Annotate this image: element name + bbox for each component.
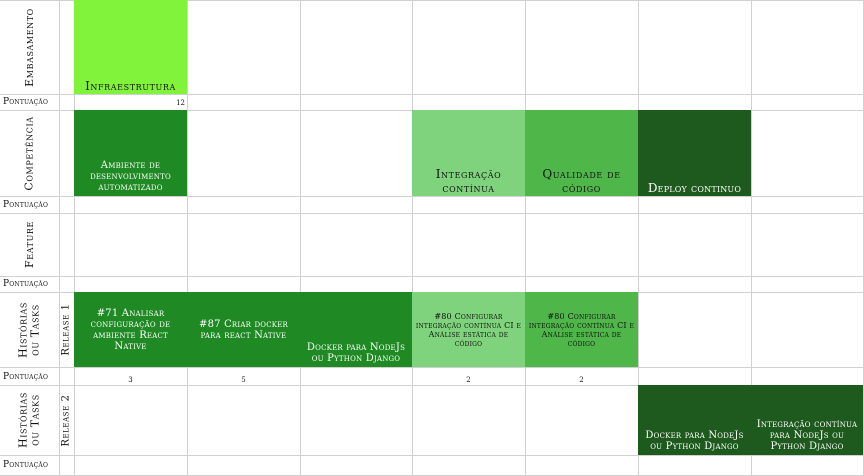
gridline	[0, 276, 864, 277]
card-infraestrutura[interactable]: Infraestrutura	[74, 0, 187, 94]
gridline	[74, 0, 75, 476]
pontuacao-label: Pontuação	[3, 97, 49, 107]
pontuacao-label: Pontuação	[3, 200, 49, 210]
card-integracao-release-2[interactable]: Integração contínua para NodeJs ou Pytho…	[751, 385, 863, 455]
pontuacao-label: Pontuação	[3, 372, 49, 382]
row-label-feature: Feature	[23, 221, 36, 268]
score-task-80-b: 2	[579, 376, 584, 384]
gridline	[412, 0, 413, 476]
pontuacao-label: Pontuação	[3, 460, 49, 470]
score-task-87: 5	[241, 376, 246, 384]
gridline	[0, 0, 864, 1]
gridline	[0, 455, 864, 456]
card-task-87[interactable]: #87 Criar docker para react Native	[187, 292, 300, 367]
card-task-80-b[interactable]: #80 Configurar integração contínua CI e …	[525, 292, 638, 367]
release-1-label: Release 1	[61, 303, 72, 356]
card-docker-release-2[interactable]: Docker para NodeJs ou Python Django	[638, 385, 751, 455]
row-label-embasamento: Embasamento	[23, 7, 37, 87]
gridline	[0, 196, 864, 197]
card-integracao-continua[interactable]: Integração contínua	[412, 110, 525, 196]
card-task-71[interactable]: #71 Analisar configuração de ambiente Re…	[74, 292, 187, 367]
score-infraestrutura: 12	[176, 99, 185, 107]
card-task-80-a[interactable]: #80 Configurar integração contínua CI e …	[412, 292, 525, 367]
gridline	[300, 0, 301, 476]
gridline	[187, 0, 188, 476]
gridline	[59, 0, 60, 476]
gridline	[751, 0, 752, 476]
score-task-80-a: 2	[466, 376, 471, 384]
score-task-71: 3	[128, 376, 133, 384]
pontuacao-label: Pontuação	[3, 279, 49, 289]
gridline	[525, 0, 526, 476]
gridline	[638, 0, 639, 476]
card-deploy-continuo[interactable]: Deploy continuo	[638, 110, 751, 196]
card-qualidade-codigo[interactable]: Qualidade de código	[525, 110, 638, 196]
gridline	[0, 367, 864, 368]
row-label-historias-release-1: Histórias ou Tasks	[16, 301, 42, 358]
gridline	[0, 94, 864, 95]
card-docker-release-1[interactable]: Docker para NodeJs ou Python Django	[300, 292, 412, 367]
gridline	[0, 385, 864, 386]
card-ambiente-desenvolvimento[interactable]: Ambiente de desenvolvimento automatizado	[74, 110, 187, 196]
gridline	[0, 213, 864, 214]
release-2-label: Release 2	[61, 393, 72, 447]
row-label-competencia: Competência	[23, 115, 37, 191]
row-label-historias-release-2: Histórias ou Tasks	[16, 392, 42, 448]
